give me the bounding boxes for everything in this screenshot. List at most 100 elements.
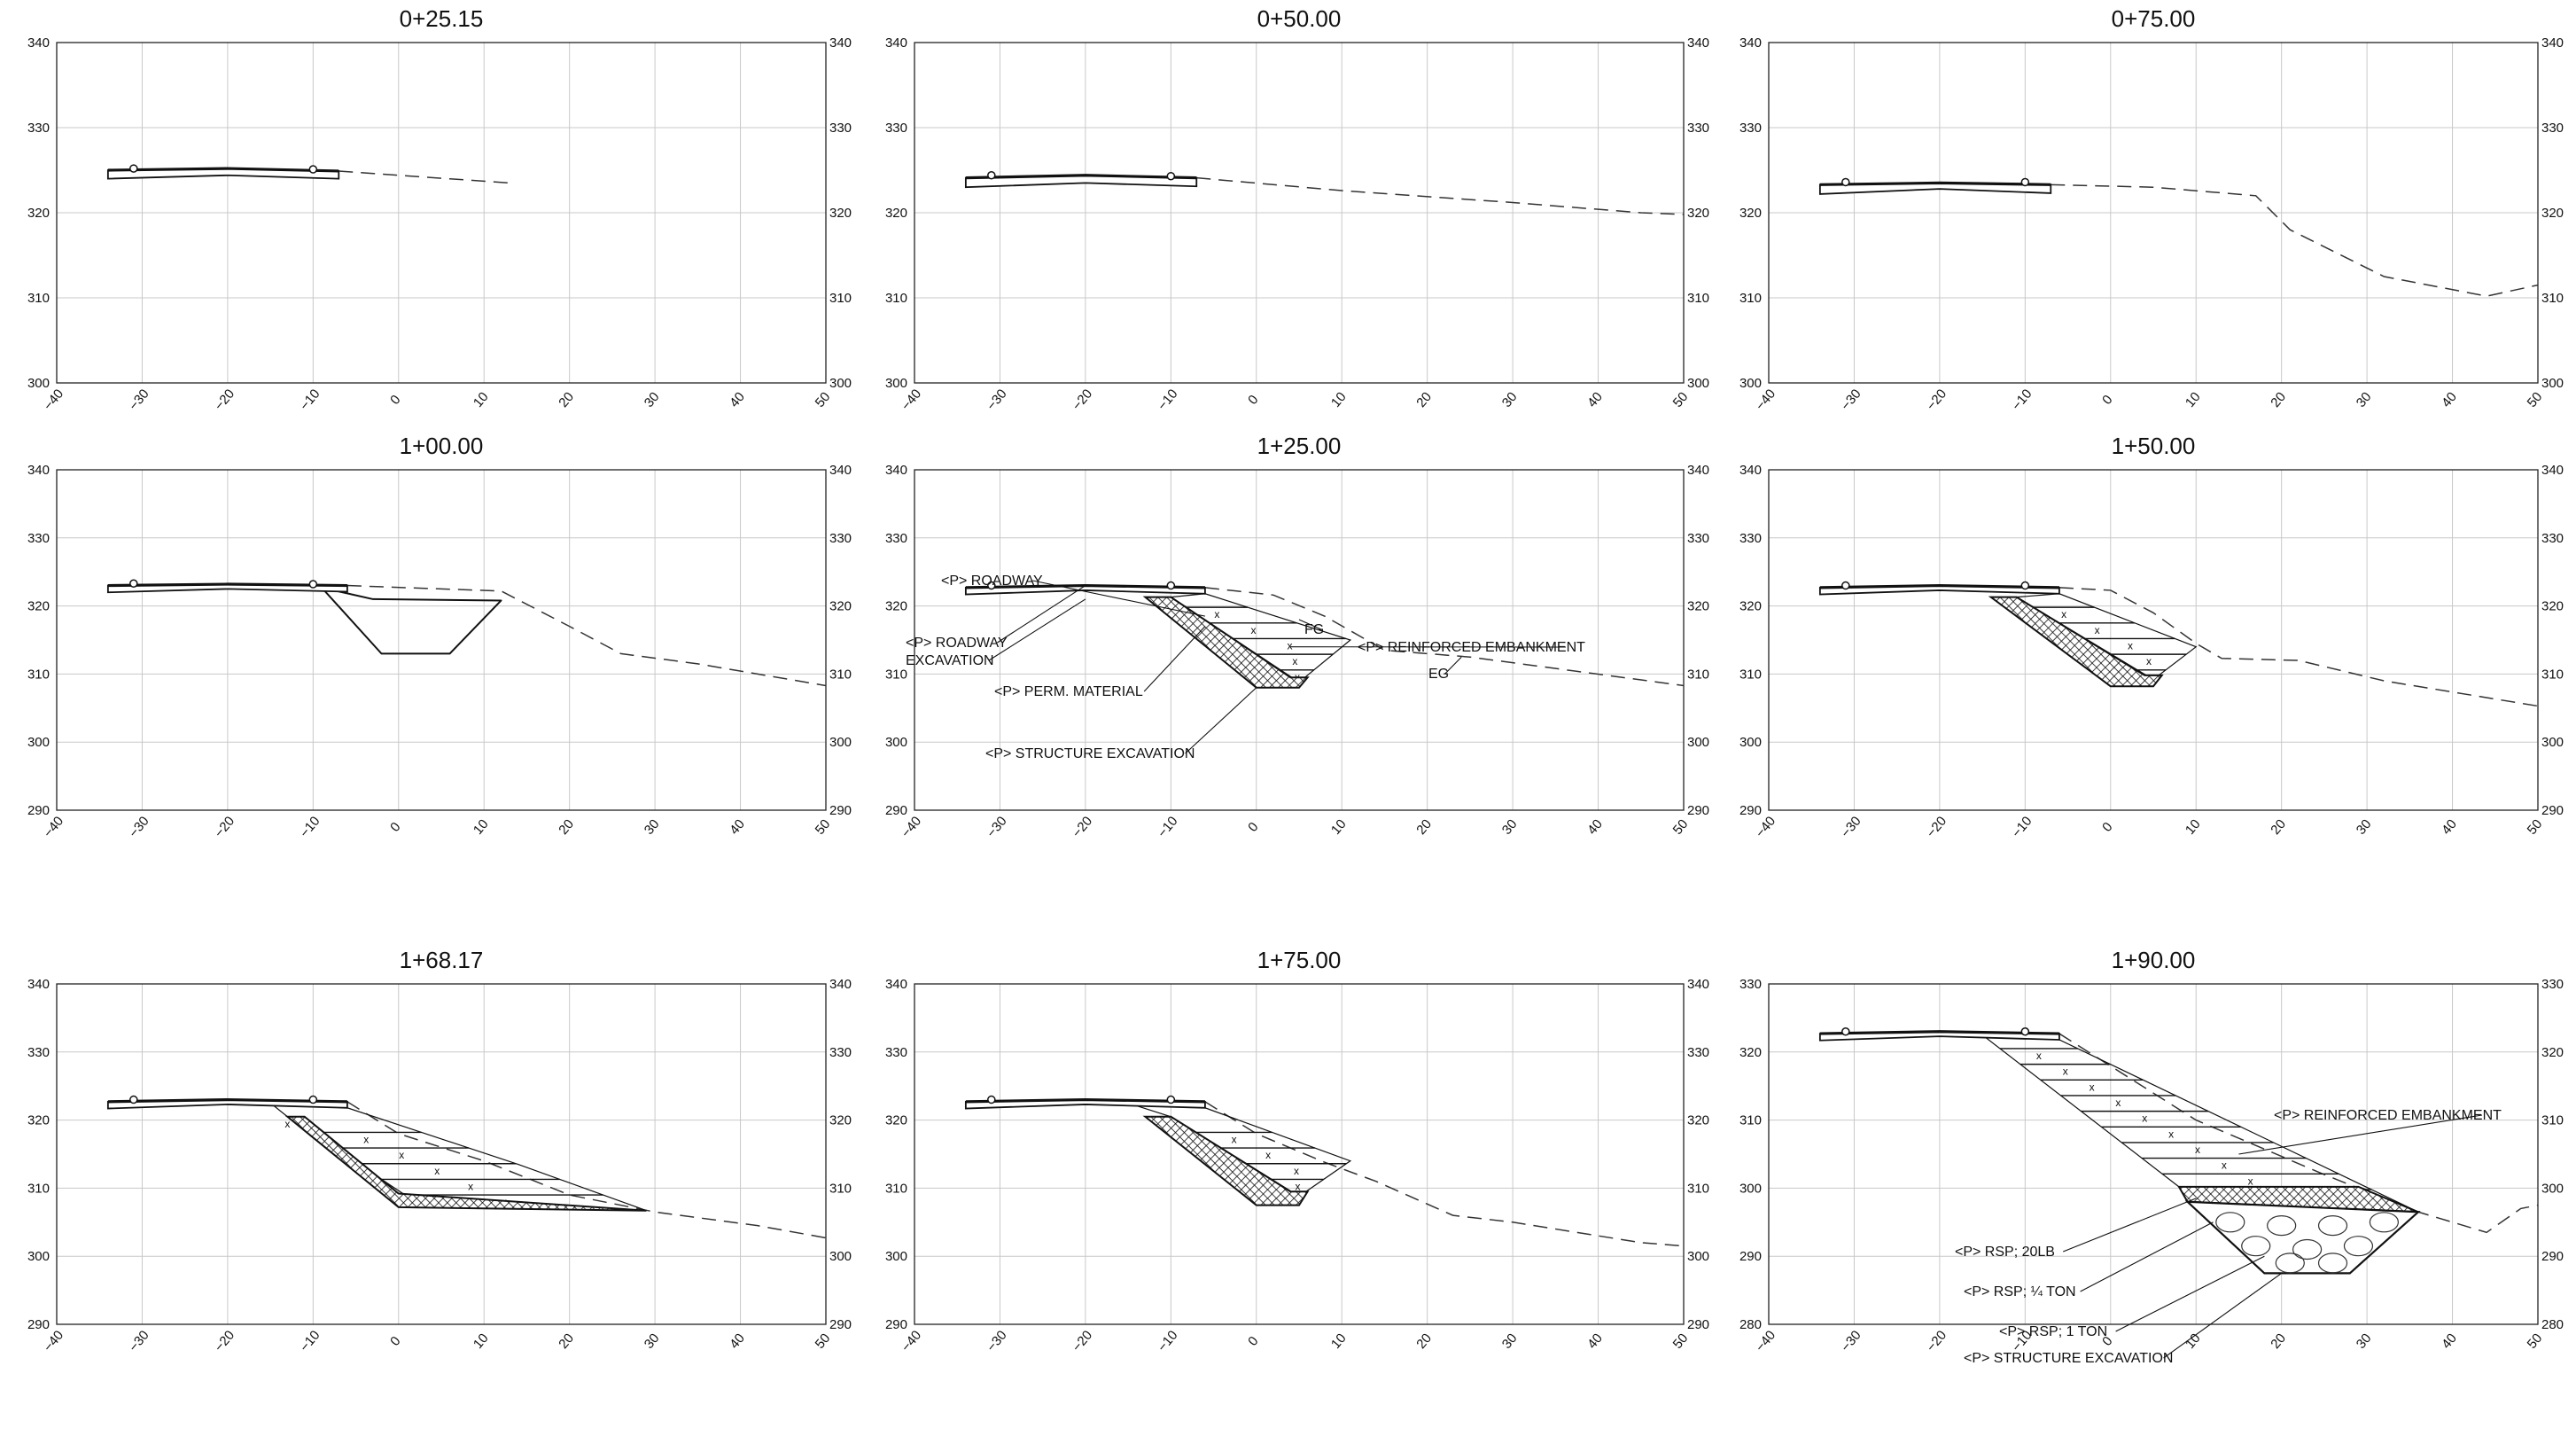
y-tick-label-right: 330 bbox=[829, 1045, 852, 1060]
y-tick-label-left: 310 bbox=[27, 291, 50, 306]
y-tick-label-left: 320 bbox=[885, 1113, 907, 1128]
callout-label: <P> REINFORCED EMBANKMENT bbox=[2274, 1108, 2502, 1123]
geogrid-marker: x bbox=[2090, 1081, 2095, 1093]
section-title: 1+68.17 bbox=[400, 947, 484, 973]
callout-label: <P> REINFORCED EMBANKMENT bbox=[1358, 640, 1585, 655]
callout-label: <P> ROADWAY bbox=[941, 574, 1043, 589]
y-tick-label-left: 330 bbox=[1739, 977, 1762, 992]
x-tick-label: 20 bbox=[2268, 816, 2289, 838]
callout-label: EG bbox=[1428, 667, 1449, 682]
y-tick-label-left: 300 bbox=[27, 376, 50, 391]
y-tick-label-right: 340 bbox=[2541, 463, 2564, 478]
geogrid-marker: x bbox=[2063, 1065, 2068, 1078]
geogrid-marker: x bbox=[284, 1118, 290, 1130]
geogrid-marker: x bbox=[2146, 655, 2152, 667]
x-tick-label: −20 bbox=[1070, 1328, 1095, 1354]
y-tick-label-right: 310 bbox=[1687, 1181, 1709, 1196]
plot-frame bbox=[56, 469, 827, 811]
y-tick-label-right: 320 bbox=[1687, 599, 1709, 614]
callout-leader bbox=[2062, 1198, 2197, 1253]
y-tick-label-right: 320 bbox=[829, 206, 852, 221]
y-tick-label-left: 300 bbox=[885, 376, 907, 391]
x-tick-label: 0 bbox=[2099, 819, 2115, 834]
rock-boulder bbox=[2215, 1212, 2245, 1233]
y-tick-label-left: 330 bbox=[885, 121, 907, 136]
y-tick-label-left: 300 bbox=[1739, 1181, 1762, 1196]
edge-of-pavement-marker bbox=[1841, 1027, 1850, 1036]
x-tick-label: −20 bbox=[212, 1328, 237, 1354]
plot-frame bbox=[1768, 469, 2539, 811]
y-tick-label-right: 330 bbox=[829, 121, 852, 136]
geogrid-marker: x bbox=[2095, 624, 2100, 636]
y-tick-label-right: 300 bbox=[2541, 1181, 2564, 1196]
x-tick-label: −30 bbox=[984, 814, 1009, 840]
x-tick-label: −30 bbox=[984, 386, 1009, 413]
y-tick-label-right: 340 bbox=[829, 463, 852, 478]
rock-boulder bbox=[2267, 1215, 2297, 1237]
x-tick-label: 10 bbox=[1328, 389, 1350, 410]
x-tick-label: −10 bbox=[297, 386, 323, 413]
x-tick-label: −10 bbox=[1155, 814, 1180, 840]
x-tick-label: 0 bbox=[387, 1333, 403, 1348]
geogrid-marker: x bbox=[363, 1133, 369, 1145]
y-tick-label-left: 340 bbox=[27, 35, 50, 51]
x-tick-label: 20 bbox=[556, 816, 577, 838]
plot-frame bbox=[1768, 983, 2539, 1325]
callout-label: <P> RSP; 1 TON bbox=[1999, 1324, 2107, 1339]
rock-boulder bbox=[2317, 1253, 2348, 1274]
geogrid-marker: x bbox=[2222, 1159, 2227, 1172]
y-tick-label-right: 310 bbox=[829, 291, 852, 306]
x-tick-label: 20 bbox=[2268, 389, 2289, 410]
y-tick-label-left: 290 bbox=[27, 1317, 50, 1332]
plot-frame bbox=[914, 469, 1685, 811]
y-tick-label-right: 310 bbox=[829, 1181, 852, 1196]
rock-boulder bbox=[2317, 1215, 2348, 1237]
x-tick-label: 0 bbox=[2099, 392, 2115, 407]
y-tick-label-left: 320 bbox=[1739, 1045, 1762, 1060]
callout-label: <P> ROADWAY bbox=[906, 636, 1008, 651]
x-tick-label: 50 bbox=[1670, 816, 1692, 838]
geogrid-marker: x bbox=[399, 1149, 404, 1161]
existing-ground-line bbox=[2058, 587, 2539, 707]
y-tick-label-left: 340 bbox=[1739, 463, 1762, 478]
edge-of-pavement-marker bbox=[987, 581, 996, 590]
edge-of-pavement-marker bbox=[308, 580, 318, 589]
y-tick-label-left: 340 bbox=[885, 463, 907, 478]
callout-leader bbox=[2080, 1221, 2214, 1292]
x-tick-label: 10 bbox=[2183, 1331, 2204, 1352]
geogrid-marker: x bbox=[1265, 1149, 1271, 1161]
y-tick-label-left: 340 bbox=[27, 977, 50, 992]
callout-label: FG bbox=[1304, 622, 1324, 637]
x-tick-label: 40 bbox=[1584, 816, 1606, 838]
y-tick-label-left: 300 bbox=[1739, 735, 1762, 750]
x-tick-label: 50 bbox=[813, 389, 834, 410]
y-tick-label-right: 320 bbox=[829, 1113, 852, 1128]
y-tick-label-left: 330 bbox=[885, 531, 907, 546]
section-title: 1+90.00 bbox=[2112, 947, 2196, 973]
callout-leader bbox=[2163, 1272, 2282, 1359]
y-tick-label-right: 310 bbox=[2541, 667, 2564, 682]
x-tick-label: 10 bbox=[471, 389, 492, 410]
y-tick-label-right: 340 bbox=[829, 35, 852, 51]
y-tick-label-right: 320 bbox=[1687, 206, 1709, 221]
x-tick-label: 30 bbox=[2354, 389, 2375, 410]
permeable-material bbox=[1988, 596, 2164, 688]
edge-of-pavement-marker bbox=[1841, 581, 1850, 590]
y-tick-label-right: 330 bbox=[1687, 1045, 1709, 1060]
x-tick-label: 30 bbox=[642, 1331, 663, 1352]
y-tick-label-right: 300 bbox=[829, 1249, 852, 1264]
y-tick-label-left: 320 bbox=[1739, 599, 1762, 614]
x-tick-label: −10 bbox=[1155, 386, 1180, 413]
y-tick-label-left: 310 bbox=[885, 667, 907, 682]
x-tick-label: −20 bbox=[1924, 386, 1950, 413]
edge-of-pavement-marker bbox=[308, 1095, 318, 1104]
x-tick-label: 10 bbox=[2183, 389, 2204, 410]
callout-label: <P> RSP; 20LB bbox=[1955, 1245, 2055, 1260]
y-tick-label-right: 330 bbox=[829, 531, 852, 546]
x-tick-label: 10 bbox=[1328, 816, 1350, 838]
y-tick-label-left: 310 bbox=[1739, 291, 1762, 306]
